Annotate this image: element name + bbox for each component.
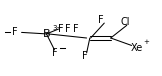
Text: F: F bbox=[82, 51, 88, 61]
Text: Xe: Xe bbox=[130, 43, 143, 53]
Text: F: F bbox=[73, 24, 78, 34]
Text: B: B bbox=[43, 29, 50, 39]
Text: F: F bbox=[12, 27, 18, 37]
Text: F: F bbox=[65, 24, 71, 34]
Text: F: F bbox=[98, 15, 104, 25]
Text: +: + bbox=[143, 39, 149, 45]
Text: F: F bbox=[52, 48, 57, 58]
Text: F: F bbox=[58, 24, 64, 34]
Text: 3+: 3+ bbox=[52, 25, 63, 31]
Text: Cl: Cl bbox=[120, 17, 130, 27]
